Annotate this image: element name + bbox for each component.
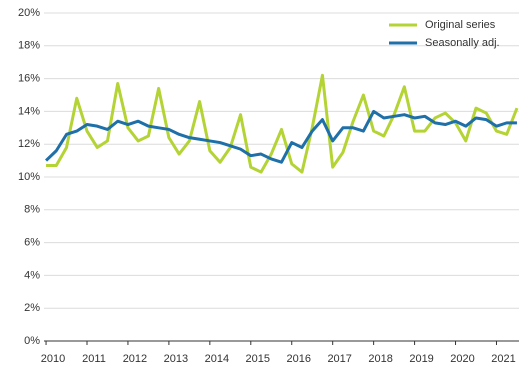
y-tick-label: 0% xyxy=(24,335,40,347)
legend-label: Original series xyxy=(425,19,496,31)
x-tick-label: 2019 xyxy=(409,353,433,365)
y-tick-label: 4% xyxy=(24,269,40,281)
x-tick-label: 2015 xyxy=(246,353,270,365)
y-tick-label: 8% xyxy=(24,204,40,216)
y-tick-label: 20% xyxy=(18,7,40,19)
x-tick-label: 2021 xyxy=(491,353,515,365)
legend-label: Seasonally adj. xyxy=(425,37,500,49)
x-tick-label: 2018 xyxy=(368,353,392,365)
series-line xyxy=(46,73,519,174)
y-tick-label: 6% xyxy=(24,237,40,249)
y-tick-label: 10% xyxy=(18,171,40,183)
y-tick-label: 16% xyxy=(18,73,40,85)
x-tick-label: 2012 xyxy=(123,353,147,365)
series-line xyxy=(45,109,517,164)
x-tick-label: 2014 xyxy=(205,353,229,365)
x-tick-label: 2010 xyxy=(41,353,65,365)
x-tick-label: 2020 xyxy=(450,353,474,365)
y-tick-label: 2% xyxy=(24,302,40,314)
y-tick-label: 18% xyxy=(18,40,40,52)
x-tick-label: 2011 xyxy=(82,353,106,365)
x-tick-label: 2016 xyxy=(286,353,310,365)
x-tick-label: 2017 xyxy=(327,353,351,365)
y-tick-label: 12% xyxy=(18,138,40,150)
x-tick-label: 2013 xyxy=(164,353,188,365)
y-tick-label: 14% xyxy=(18,105,40,117)
